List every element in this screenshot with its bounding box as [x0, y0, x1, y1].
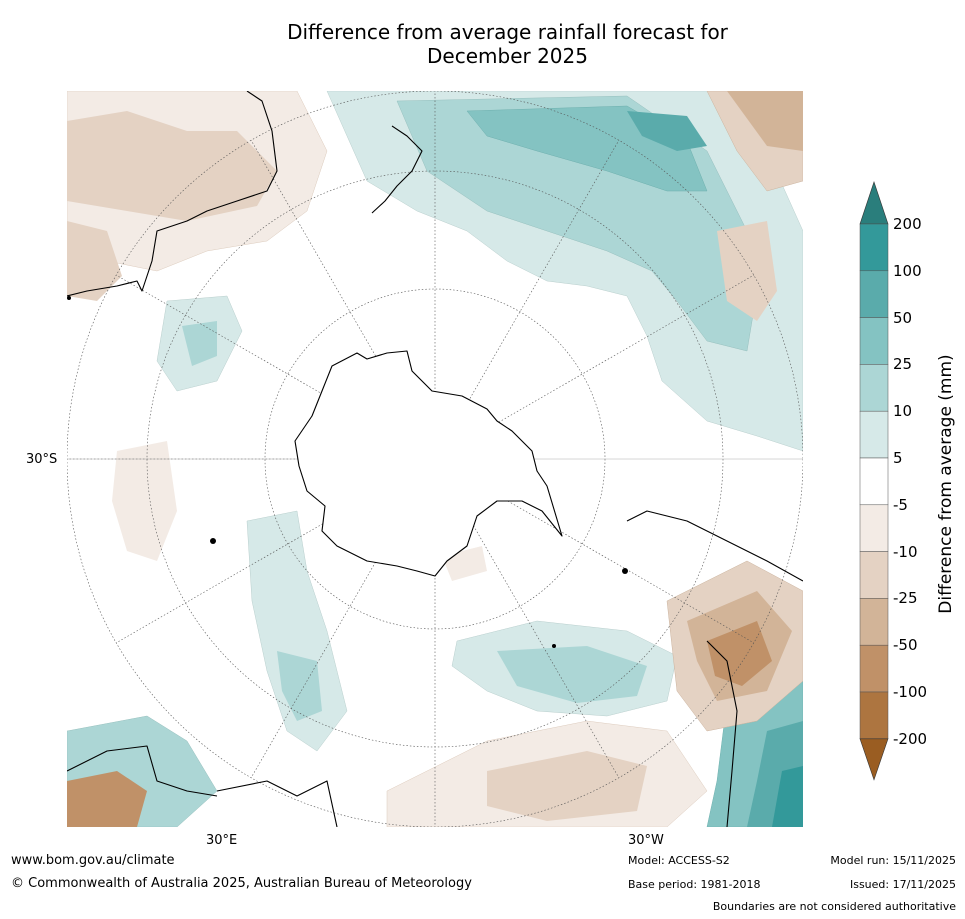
island-falklands — [622, 568, 628, 574]
colorbar-tick-label: 100 — [893, 261, 922, 280]
australia-coastline — [67, 91, 278, 297]
colorbar-arrow-below-minus-200 — [859, 738, 889, 781]
footer-model: Model: ACCESS-S2 — [628, 854, 730, 867]
south-america-east-coast — [706, 640, 738, 827]
colorbar-segment-10-25 — [859, 364, 889, 412]
colorbar-tick-label: -200 — [893, 729, 928, 748]
wet-region-strongest — [772, 766, 803, 827]
wet-region-south-atlantic-core — [497, 646, 647, 703]
south-america-coastline — [626, 510, 803, 582]
island-kerguelen — [210, 538, 216, 544]
footer-model-run: Model run: 15/11/2025 — [830, 854, 956, 867]
title-line-2: December 2025 — [427, 44, 588, 68]
footer-base-period: Base period: 1981-2018 — [628, 878, 761, 891]
colorbar-segment-m5-m10 — [859, 504, 889, 552]
dry-region-south-pacific-core — [487, 751, 647, 821]
colorbar-title: Difference from average (mm) — [936, 354, 956, 614]
antarctica-coastline — [294, 350, 563, 577]
colorbar-segments — [859, 181, 889, 781]
coastlines — [67, 91, 803, 827]
colorbar-segment-m100-m200 — [859, 691, 889, 740]
colorbar-segment-m10-m25 — [859, 551, 889, 599]
colorbar-tick-label: -25 — [893, 589, 918, 608]
colorbar-tick-label: 5 — [893, 449, 903, 467]
africa-south-coastline — [216, 780, 338, 827]
colorbar-tick-label: 200 — [893, 215, 922, 233]
longitude-label-30e: 30°E — [206, 833, 238, 848]
rainfall-map[interactable] — [67, 91, 803, 827]
colorbar-tick-label: -10 — [893, 542, 918, 561]
wet-region-tasman-core — [182, 321, 217, 366]
dry-region-south-america-strong — [707, 621, 772, 686]
island-south-georgia — [552, 644, 556, 648]
colorbar-tick-label: 10 — [893, 402, 913, 421]
dry-region-australia-core — [67, 111, 277, 221]
new-zealand-coastline — [371, 125, 423, 214]
colorbar-tick-label: -5 — [893, 495, 908, 514]
colorbar-segment-neutral — [859, 457, 889, 506]
colorbar-tick-label: 25 — [893, 355, 913, 374]
dry-region-northeast-core — [727, 91, 803, 151]
colorbar-tick-label: -50 — [893, 636, 918, 655]
colorbar-segment-m50-m100 — [859, 644, 889, 693]
wet-region-strong-core — [627, 111, 707, 151]
colorbar-tick-label: -100 — [893, 683, 928, 701]
wet-region-indian-ocean — [246, 510, 348, 752]
longitude-label-30w: 30°W — [628, 833, 664, 848]
wet-region-indian-core — [277, 651, 322, 721]
dry-region-east-pacific — [717, 221, 777, 321]
colorbar-segment-m25-m50 — [859, 598, 889, 646]
colorbar — [859, 181, 889, 781]
title-line-1: Difference from average rainfall forecas… — [287, 20, 728, 44]
map-canvas — [67, 91, 803, 827]
footer-website[interactable]: www.bom.gov.au/climate — [11, 853, 175, 868]
colorbar-tick-label: 50 — [893, 308, 913, 327]
africa-coastline — [67, 745, 218, 797]
drier-regions — [67, 91, 803, 827]
footer-disclaimer: Boundaries are not considered authoritat… — [712, 900, 956, 913]
latitude-label-30s: 30°S — [26, 452, 58, 467]
chart-title: Difference from average rainfall forecas… — [160, 20, 855, 68]
islands — [67, 296, 628, 648]
footer-issued: Issued: 17/11/2025 — [849, 878, 956, 891]
colorbar-segment-50-100 — [859, 270, 889, 318]
footer-copyright: © Commonwealth of Australia 2025, Austra… — [11, 876, 472, 891]
colorbar-segment-5-10 — [859, 410, 889, 459]
dry-region-west-indian — [67, 221, 122, 301]
colorbar-segment-100-200 — [859, 223, 889, 272]
dry-region-africa — [67, 771, 147, 827]
colorbar-arrow-above-200 — [859, 181, 889, 225]
island-west-pacific — [67, 296, 71, 300]
colorbar-segment-25-50 — [859, 317, 889, 365]
dry-region-indian-speckle — [112, 441, 177, 561]
